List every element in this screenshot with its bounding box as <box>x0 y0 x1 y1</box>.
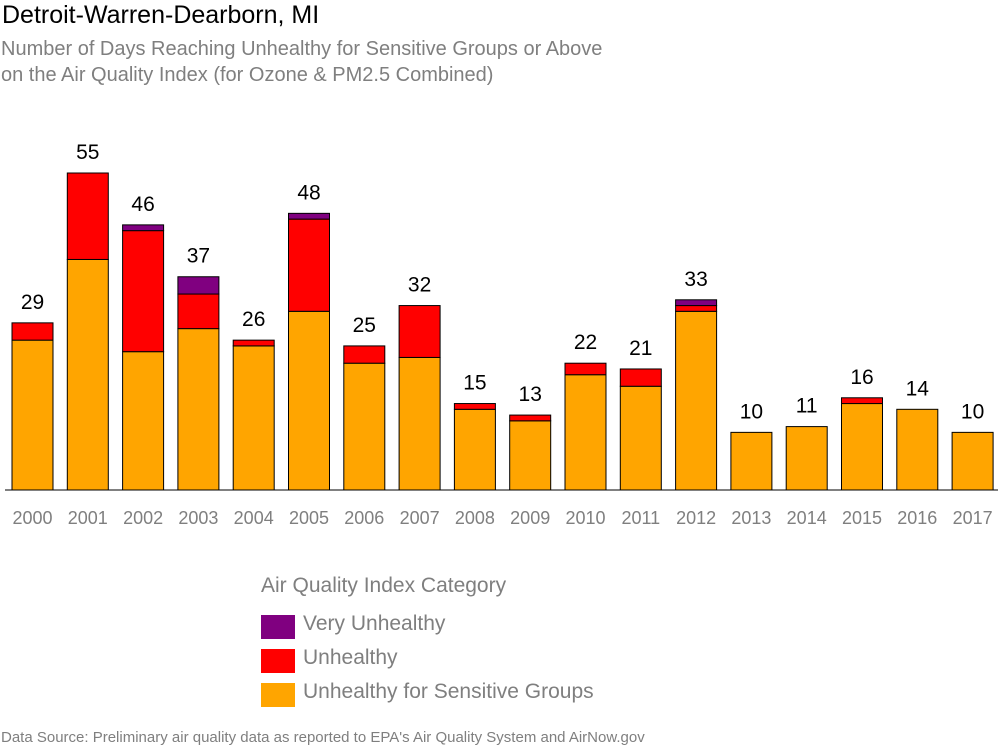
legend: Air Quality Index Category Very Unhealth… <box>261 574 594 707</box>
bar-segment-2009-unhealthy <box>509 414 552 422</box>
bar-segment-2015-unhealthy <box>841 397 883 405</box>
legend-label-unhealthy: Unhealthy <box>303 646 398 669</box>
x-tick-2001: 2001 <box>68 508 108 528</box>
bar-segment-2008-unhealthy <box>453 403 496 410</box>
total-label-2012: 33 <box>684 268 707 291</box>
bar-segment-2000-unhealthy <box>11 322 54 341</box>
bar-segment-2004-unhealthy <box>232 339 275 347</box>
legend-label-very-unhealthy: Very Unhealthy <box>303 612 446 635</box>
bar-segment-2006-unhealthy-for-sensitive-groups <box>343 362 386 491</box>
bar-segment-2001-unhealthy-for-sensitive-groups <box>66 258 109 491</box>
legend-swatch-usg <box>261 683 295 707</box>
total-label-2006: 25 <box>353 314 376 337</box>
x-tick-2013: 2013 <box>731 508 771 528</box>
bar-segment-2007-unhealthy <box>398 305 441 358</box>
total-label-2017: 10 <box>961 400 984 423</box>
total-label-2016: 14 <box>906 377 930 400</box>
total-labels-layer: 29 55 46 37 26 48 25 32 15 13 22 21 33 10 11 16 14 10 <box>21 141 984 423</box>
bar-segment-2002-unhealthy-for-sensitive-groups <box>122 351 165 491</box>
total-label-2008: 15 <box>463 372 486 395</box>
x-tick-2016: 2016 <box>897 508 937 528</box>
x-tick-2015: 2015 <box>842 508 882 528</box>
bar-segment-2004-unhealthy-for-sensitive-groups <box>232 345 275 491</box>
data-source-note: Data Source: Preliminary air quality dat… <box>1 729 645 746</box>
bar-segment-2012-very-unhealthy <box>675 299 718 307</box>
bar-segment-2005-very-unhealthy <box>288 212 330 220</box>
bar-segment-2002-unhealthy <box>122 230 165 353</box>
total-label-2001: 55 <box>76 141 99 164</box>
stacked-bar-chart: 29 55 46 37 26 48 25 32 15 13 22 21 33 10 11 16 14 10 200… <box>5 141 998 528</box>
chart-subtitle: Number of Days Reaching Unhealthy for Se… <box>1 36 602 88</box>
bar-segment-2011-unhealthy-for-sensitive-groups <box>619 385 662 491</box>
total-label-2009: 13 <box>519 383 542 406</box>
x-tick-2014: 2014 <box>787 508 827 528</box>
bar-segment-2008-unhealthy-for-sensitive-groups <box>453 408 496 491</box>
x-tick-2009: 2009 <box>510 508 550 528</box>
legend-label-usg: Unhealthy for Sensitive Groups <box>303 680 594 703</box>
total-label-2011: 21 <box>629 337 652 360</box>
bar-segment-2009-unhealthy-for-sensitive-groups <box>509 420 552 491</box>
bar-segment-2001-unhealthy <box>66 172 109 260</box>
bar-segment-2007-unhealthy-for-sensitive-groups <box>398 356 441 491</box>
x-tick-2007: 2007 <box>400 508 440 528</box>
total-label-2002: 46 <box>131 193 154 216</box>
bar-segment-2015-unhealthy-for-sensitive-groups <box>841 403 883 491</box>
x-tick-2012: 2012 <box>676 508 716 528</box>
x-tick-2002: 2002 <box>123 508 163 528</box>
bars-layer <box>11 172 994 491</box>
subtitle-line-2: on the Air Quality Index (for Ozone & PM… <box>1 64 494 86</box>
x-tick-2008: 2008 <box>455 508 495 528</box>
total-label-2007: 32 <box>408 274 431 297</box>
bar-segment-2013-unhealthy-for-sensitive-groups <box>730 431 773 491</box>
bar-segment-2002-very-unhealthy <box>122 224 165 232</box>
x-tick-2000: 2000 <box>12 508 52 528</box>
bar-segment-2016-unhealthy-for-sensitive-groups <box>896 408 939 491</box>
bar-segment-2003-unhealthy-for-sensitive-groups <box>177 328 220 491</box>
bar-segment-2012-unhealthy-for-sensitive-groups <box>675 310 718 491</box>
x-tick-2006: 2006 <box>344 508 384 528</box>
bar-segment-2005-unhealthy-for-sensitive-groups <box>288 310 330 491</box>
bar-segment-2010-unhealthy-for-sensitive-groups <box>564 374 607 491</box>
chart-title: Detroit-Warren-Dearborn, MI <box>2 1 320 29</box>
x-tick-2005: 2005 <box>289 508 329 528</box>
x-tick-labels-layer: 2000 2001 2002 2003 2004 2005 2006 2007 2008 2009… <box>12 508 992 528</box>
bar-segment-2012-unhealthy <box>675 305 718 312</box>
x-tick-2011: 2011 <box>621 508 660 528</box>
bar-segment-2000-unhealthy-for-sensitive-groups <box>11 339 54 491</box>
total-label-2000: 29 <box>21 291 44 314</box>
legend-title: Air Quality Index Category <box>261 574 507 597</box>
total-label-2010: 22 <box>574 331 597 354</box>
legend-swatch-unhealthy <box>261 649 295 673</box>
bar-segment-2017-unhealthy-for-sensitive-groups <box>951 431 994 491</box>
bar-segment-2014-unhealthy-for-sensitive-groups <box>785 426 828 491</box>
x-tick-2004: 2004 <box>234 508 274 528</box>
total-label-2015: 16 <box>850 366 873 389</box>
total-label-2004: 26 <box>242 308 265 331</box>
bar-segment-2003-unhealthy <box>177 293 220 330</box>
bar-segment-2006-unhealthy <box>343 345 386 364</box>
x-tick-2003: 2003 <box>178 508 218 528</box>
subtitle-line-1: Number of Days Reaching Unhealthy for Se… <box>1 38 603 60</box>
bar-segment-2010-unhealthy <box>564 362 607 376</box>
total-label-2014: 11 <box>796 395 818 418</box>
total-label-2005: 48 <box>297 181 320 204</box>
x-tick-2010: 2010 <box>565 508 605 528</box>
x-tick-2017: 2017 <box>953 508 993 528</box>
total-label-2013: 10 <box>740 400 763 423</box>
bar-segment-2005-unhealthy <box>288 218 330 312</box>
total-label-2003: 37 <box>187 245 210 268</box>
bar-segment-2011-unhealthy <box>619 368 662 387</box>
legend-swatch-very-unhealthy <box>261 615 295 639</box>
bar-segment-2003-very-unhealthy <box>177 276 220 295</box>
